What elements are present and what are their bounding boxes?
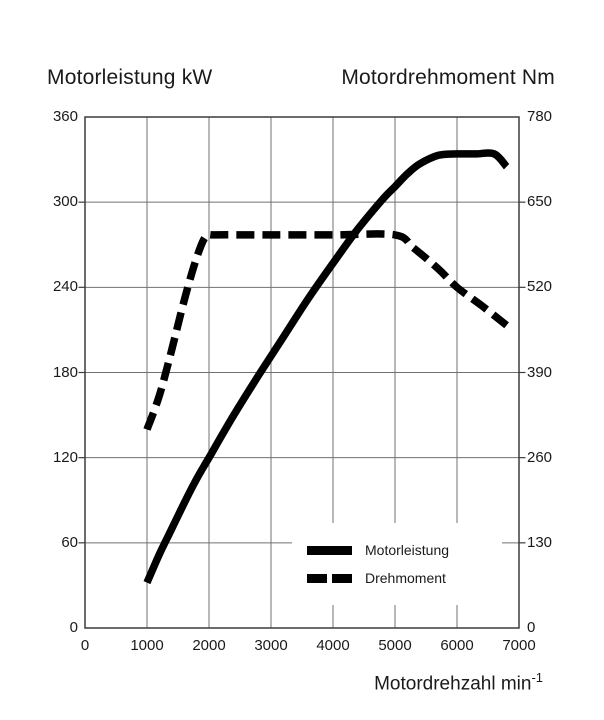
x-tick-label: 3000	[254, 637, 288, 654]
x-tick-label: 1000	[130, 637, 164, 654]
y-right-tick-label: 650	[527, 193, 553, 210]
x-tick-label: 4000	[316, 637, 350, 654]
legend: Motorleistung Drehmoment	[292, 523, 502, 605]
x-tick-label: 6000	[440, 637, 474, 654]
plot-border	[84, 116, 520, 629]
x-axis-title: Motordrehzahl min-1	[374, 670, 543, 695]
right-axis-title: Motordrehmoment Nm	[341, 66, 555, 89]
y-left-tick-label: 60	[61, 534, 78, 551]
legend-label-torque: Drehmoment	[365, 570, 446, 586]
x-tick-label: 7000	[502, 637, 536, 654]
y-left-tick-label: 0	[69, 619, 78, 636]
y-right-tick-label: 0	[527, 619, 536, 636]
y-right-tick-label: 520	[527, 278, 553, 295]
y-left-tick-label: 180	[52, 364, 78, 381]
x-tick-label: 0	[80, 637, 90, 654]
y-right-tick-label: 260	[527, 449, 553, 466]
x-tick-label: 5000	[378, 637, 412, 654]
x-axis-title-exponent: -1	[531, 670, 543, 685]
solid-line-swatch	[307, 545, 352, 555]
dashed-line-swatch	[307, 573, 352, 583]
x-axis-title-text: Motordrehzahl min	[374, 673, 532, 695]
x-tick-label: 2000	[192, 637, 226, 654]
legend-label-power: Motorleistung	[365, 542, 450, 558]
legend-item-torque: Drehmoment	[307, 570, 502, 586]
y-left-tick-label: 360	[52, 108, 78, 125]
legend-item-power: Motorleistung	[307, 542, 502, 558]
y-left-tick-label: 120	[52, 449, 78, 466]
y-right-tick-label: 130	[527, 534, 553, 551]
y-left-tick-label: 300	[52, 193, 78, 210]
y-right-tick-label: 390	[527, 364, 553, 381]
y-right-tick-label: 780	[527, 108, 553, 125]
y-left-tick-label: 240	[52, 278, 78, 295]
left-axis-title: Motorleistung kW	[47, 66, 213, 89]
torque-curve	[143, 230, 509, 431]
power-curve	[143, 149, 510, 585]
